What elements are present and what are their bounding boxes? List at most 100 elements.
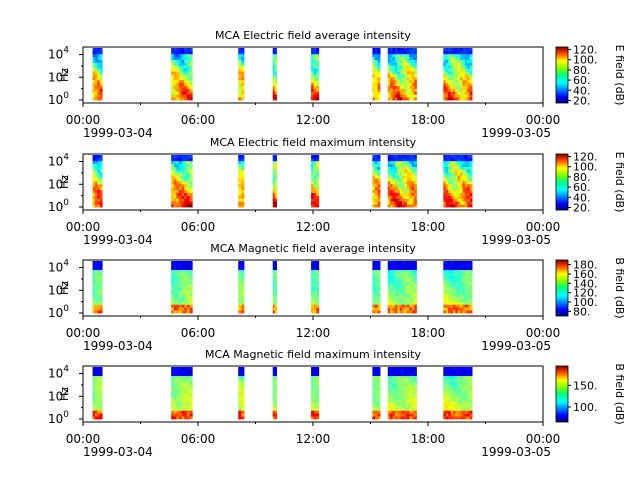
heatmap-cell	[469, 281, 473, 285]
heatmap-cell	[238, 275, 242, 279]
heatmap-cell	[311, 369, 315, 374]
heatmap-cell	[455, 410, 459, 414]
heatmap-cell	[399, 97, 403, 101]
heatmap-cell	[387, 369, 391, 374]
heatmap-cell	[179, 261, 183, 265]
heatmap-cell	[467, 367, 471, 371]
heatmap-cell	[457, 284, 461, 288]
heatmap-cell	[394, 195, 398, 199]
heatmap-cell	[457, 384, 461, 388]
heatmap-cell	[186, 65, 191, 69]
heatmap-cell	[462, 198, 466, 202]
heatmap-cell	[392, 62, 396, 66]
heatmap-cell	[460, 189, 463, 193]
heatmap-cell	[272, 387, 276, 391]
heatmap-cell	[241, 275, 245, 279]
heatmap-cell	[397, 172, 401, 176]
heatmap-cell	[176, 169, 180, 173]
heatmap-cell	[186, 79, 191, 84]
heatmap-cell	[462, 304, 466, 308]
heatmap-cell	[445, 201, 449, 205]
heatmap-cell	[411, 160, 415, 165]
heatmap-cell	[402, 307, 405, 311]
heatmap-cell	[372, 172, 376, 176]
heatmap-cell	[409, 79, 413, 84]
heatmap-cell	[241, 284, 245, 288]
heatmap-cell	[173, 201, 177, 205]
heatmap-cell	[181, 74, 185, 78]
heatmap-cell	[399, 390, 403, 394]
heatmap-cell	[394, 88, 398, 92]
data-block	[443, 367, 473, 420]
data-block	[443, 48, 473, 101]
heatmap-cell	[186, 390, 191, 394]
heatmap-cell	[311, 195, 315, 199]
heatmap-cell	[387, 310, 391, 314]
heatmap-cell	[464, 375, 468, 379]
heatmap-cell	[94, 195, 98, 199]
heatmap-cell	[460, 59, 463, 63]
heatmap-cell	[181, 56, 185, 60]
heatmap-cell	[374, 401, 378, 405]
heatmap-cell	[402, 53, 405, 58]
heatmap-cell	[450, 287, 454, 291]
heatmap-cell	[313, 381, 317, 385]
heatmap-cell	[411, 375, 415, 379]
heatmap-cell	[402, 62, 405, 66]
heatmap-cell	[176, 201, 180, 205]
heatmap-cell	[92, 62, 96, 66]
heatmap-cell	[462, 160, 466, 165]
heatmap-cell	[99, 289, 103, 294]
heatmap-cell	[402, 59, 405, 63]
heatmap-cell	[311, 310, 315, 314]
heatmap-cell	[316, 50, 320, 55]
heatmap-cell	[445, 91, 449, 95]
heatmap-cell	[406, 201, 410, 205]
heatmap-cell	[387, 50, 391, 55]
heatmap-cell	[448, 289, 451, 294]
heatmap-cell	[452, 278, 456, 282]
heatmap-cell	[238, 163, 242, 167]
heatmap-cell	[411, 88, 415, 92]
heatmap-cell	[460, 292, 463, 297]
heatmap-cell	[406, 76, 410, 81]
heatmap-cell	[377, 378, 381, 382]
heatmap-cell	[181, 375, 185, 379]
heatmap-cell	[394, 410, 398, 414]
heatmap-cell	[186, 169, 191, 173]
heatmap-cell	[238, 195, 242, 199]
heatmap-cell	[238, 94, 242, 98]
heatmap-cell	[399, 301, 403, 305]
heatmap-cell	[238, 398, 242, 403]
heatmap-cell	[397, 372, 401, 377]
heatmap-cell	[387, 65, 391, 69]
heatmap-cell	[464, 263, 468, 268]
heatmap-cell	[467, 201, 471, 205]
heatmap-cell	[186, 68, 191, 72]
heatmap-cell	[414, 79, 417, 84]
heatmap-cell	[404, 287, 408, 291]
heatmap-cell	[173, 263, 177, 268]
heatmap-cell	[450, 169, 454, 173]
heatmap-cell	[181, 395, 185, 400]
heatmap-cell	[238, 198, 242, 202]
heatmap-cell	[409, 181, 413, 185]
heatmap-cell	[414, 410, 417, 414]
heatmap-cell	[452, 74, 456, 78]
heatmap-cell	[414, 390, 417, 394]
heatmap-cell	[390, 398, 393, 403]
heatmap-cell	[97, 169, 101, 173]
heatmap-cell	[176, 189, 180, 193]
heatmap-cell	[462, 178, 466, 182]
heatmap-cell	[189, 68, 193, 72]
heatmap-cell	[409, 53, 413, 58]
heatmap-cell	[179, 88, 183, 92]
heatmap-cell	[390, 79, 393, 84]
heatmap-cell	[390, 97, 393, 101]
heatmap-cell	[179, 160, 183, 165]
heatmap-cell	[464, 97, 468, 101]
heatmap-cell	[374, 172, 378, 176]
heatmap-cell	[464, 204, 468, 208]
heatmap-cell	[184, 183, 188, 188]
heatmap-cell	[399, 172, 403, 176]
